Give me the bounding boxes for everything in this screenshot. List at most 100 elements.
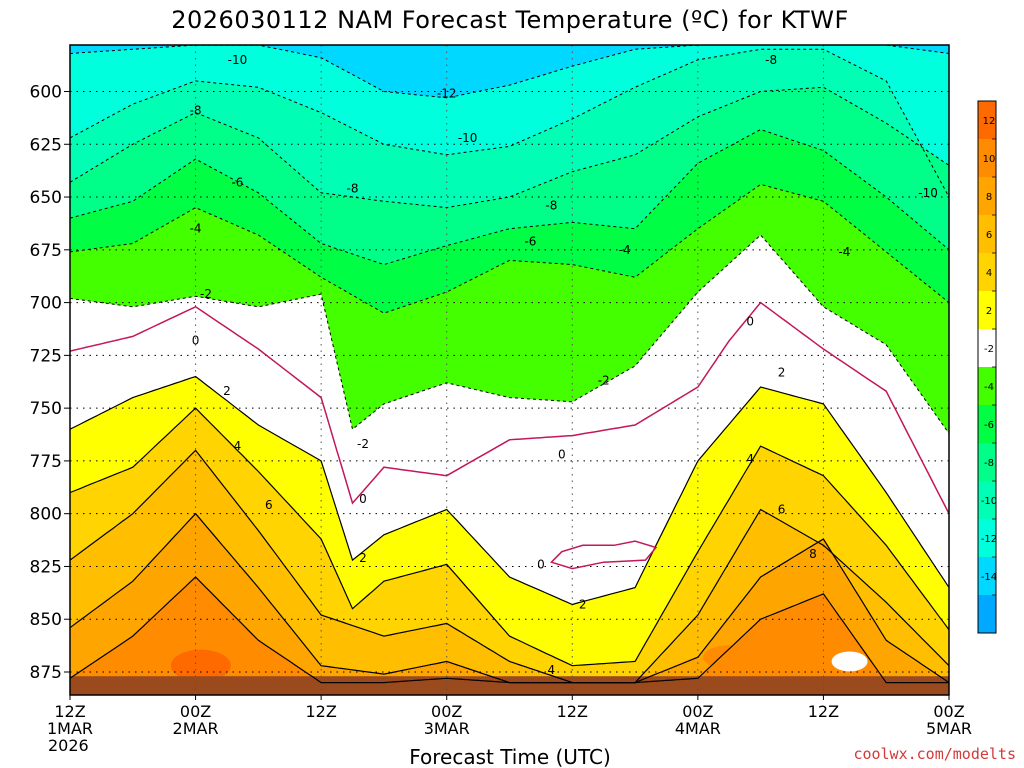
x-tick-label: 1MAR [47, 719, 93, 738]
contour-label: 6 [778, 502, 786, 516]
contour-label: -10 [228, 53, 248, 67]
credit-link[interactable]: coolwx.com/modelts [853, 745, 1016, 763]
y-tick-label: 725 [30, 346, 62, 366]
colorbar-label: 6 [986, 230, 992, 241]
colorbar-label: 4 [986, 268, 992, 279]
colorbar-swatch [978, 557, 996, 595]
contour-label: 4 [746, 452, 754, 466]
contour-label: 0 [746, 315, 754, 329]
contour-label: 0 [192, 334, 200, 348]
x-tick-label: 2026 [48, 736, 89, 755]
colorbar-swatch [978, 595, 996, 633]
ground-surface [70, 676, 949, 695]
contour-label: -4 [619, 243, 631, 257]
contour-label: 6 [265, 498, 273, 512]
colorbar-swatch [978, 329, 996, 367]
colorbar-label: -4 [984, 382, 994, 393]
colorbar-label: -10 [981, 496, 997, 507]
y-tick-label: 650 [30, 188, 62, 208]
y-tick-label: 875 [30, 663, 62, 683]
contour-label: -8 [347, 182, 359, 196]
colorbar-swatch [978, 101, 996, 139]
isotherm-m2 [70, 234, 949, 434]
x-tick-label: 00Z [933, 702, 964, 721]
y-tick-label: 675 [30, 241, 62, 261]
contour-label: -8 [190, 103, 202, 117]
y-tick-label: 700 [30, 294, 62, 314]
contour-label: 0 [537, 557, 545, 571]
isotherm-2 [70, 375, 949, 606]
colorbar: 12 10 8 6 4 2 -2 -4 -6 -8 -10 -12 -14 [977, 100, 997, 634]
white-core-5mar [831, 651, 868, 672]
colorbar-swatch [978, 367, 996, 405]
colorbar-swatch [978, 177, 996, 215]
colorbar-label: -12 [981, 534, 997, 545]
y-tick-label: 600 [30, 83, 62, 103]
isotherm-m4 [70, 183, 949, 314]
isotherm-m8 [70, 86, 949, 209]
contour-label: -12 [437, 87, 457, 101]
x-tick-label: 12Z [557, 702, 588, 721]
plot-area: -10 -12 -8 -8 -6 -10 -8 -10 -8 -6 -4 -4 -4 -2 -2 -2 0 0 0 0… [70, 45, 949, 695]
colorbar-label: 12 [983, 116, 996, 127]
contour-label: -10 [918, 186, 938, 200]
y-tick-label: 750 [30, 399, 62, 419]
contour-label: 4 [548, 663, 556, 677]
contour-label: 2 [778, 365, 786, 379]
isotherm-m6 [70, 128, 949, 266]
colorbar-label: -6 [984, 420, 994, 431]
colorbar-label: -14 [981, 572, 997, 583]
colorbar-swatch [978, 405, 996, 443]
isotherm-0-loop [549, 540, 658, 570]
contour-label: 4 [234, 439, 242, 453]
colorbar-swatch [978, 139, 996, 177]
ground-layer [70, 676, 949, 695]
warm-core-2mar [170, 649, 231, 682]
contour-label: -6 [231, 175, 243, 189]
contour-label: -6 [524, 234, 536, 248]
warm-core-4mar [703, 645, 756, 670]
colorbar-swatch [978, 481, 996, 519]
contour-label: -4 [838, 245, 850, 259]
y-axis: 600 625 650 675 700 725 750 775 800 825 850 875 [30, 83, 70, 683]
x-tick-label: 2MAR [173, 719, 219, 738]
contour-label: 2 [223, 384, 231, 398]
isotherm-6 [70, 449, 949, 684]
plot-border [69, 44, 950, 696]
x-tick-label: 5MAR [926, 719, 972, 738]
contour-label: -10 [458, 131, 478, 145]
x-axis-label: Forecast Time (UTC) [409, 745, 611, 768]
contour-labels: -10 -12 -8 -8 -6 -10 -8 -10 -8 -6 -4 -4 -4 -2 -2 -2 0 0 0 0… [190, 53, 938, 677]
x-tick-label: 00Z [180, 702, 211, 721]
chart-title: 2026030112 NAM Forecast Temperature (ºC)… [171, 6, 849, 34]
y-tick-label: 800 [30, 505, 62, 525]
contour-label: 8 [809, 547, 817, 561]
gridlines [70, 45, 949, 695]
colorbar-label: -2 [984, 344, 994, 355]
isotherm-lines [70, 45, 949, 684]
colorbar-label: 10 [983, 154, 996, 165]
contour-label: -2 [357, 437, 369, 451]
isotherm-4 [70, 407, 949, 667]
x-tick-label: 00Z [431, 702, 462, 721]
contour-label: -8 [765, 53, 777, 67]
x-tick-label: 4MAR [675, 719, 721, 738]
contour-label: 0 [359, 492, 367, 506]
y-tick-label: 825 [30, 557, 62, 577]
x-tick-label: 00Z [682, 702, 713, 721]
colorbar-label: 8 [986, 192, 992, 203]
x-tick-label: 3MAR [424, 719, 470, 738]
colorbar-label: -8 [984, 458, 994, 469]
contour-label: -2 [200, 287, 212, 301]
isotherm-10 [70, 576, 949, 684]
x-tick-label: 12Z [305, 702, 336, 721]
colorbar-swatch [978, 443, 996, 481]
isotherm-0 [70, 301, 949, 515]
y-tick-label: 850 [30, 610, 62, 630]
colorbar-swatch [978, 253, 996, 291]
colorbar-label: 2 [986, 306, 992, 317]
contour-label: 2 [359, 551, 367, 565]
x-tick-label: 12Z [54, 702, 85, 721]
